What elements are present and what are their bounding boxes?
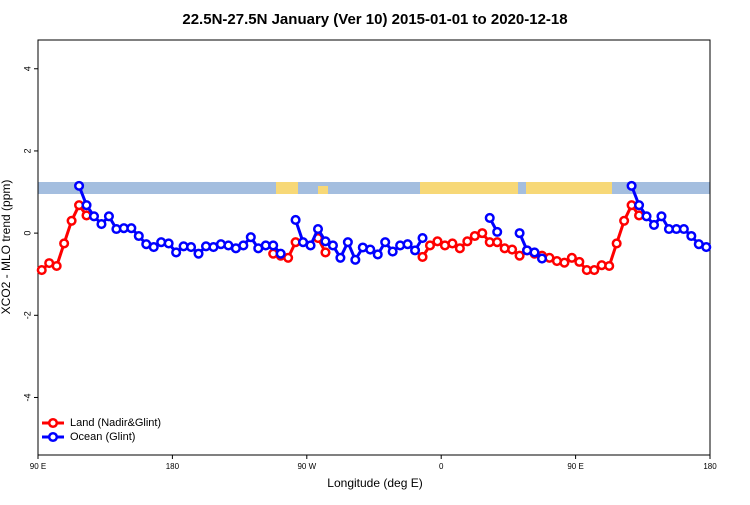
point [410, 245, 421, 256]
point [66, 215, 77, 226]
y-tick-label: -2 [22, 311, 32, 319]
point [163, 238, 174, 249]
x-tick-label: 180 [166, 462, 180, 471]
point [417, 232, 428, 244]
point [619, 215, 630, 226]
point [327, 240, 338, 251]
point [514, 250, 525, 261]
point [432, 236, 443, 247]
point [417, 251, 428, 263]
point [320, 247, 331, 258]
x-tick-label: 90 W [297, 462, 316, 471]
point [634, 200, 645, 211]
point [320, 236, 331, 247]
chart-title: 22.5N-27.5N January (Ver 10) 2015-01-01 … [182, 11, 567, 28]
point [574, 256, 585, 267]
point [477, 228, 488, 239]
point [402, 239, 413, 250]
point [589, 265, 600, 276]
point [51, 260, 62, 272]
y-tick-label: 4 [22, 66, 32, 71]
legend-marker [47, 417, 59, 429]
point [611, 238, 622, 249]
point [126, 223, 137, 234]
y-tick-label: 0 [22, 231, 32, 236]
point [312, 223, 324, 235]
point [492, 226, 503, 237]
point [536, 253, 548, 264]
point [36, 265, 47, 276]
point [342, 237, 353, 248]
point [283, 252, 294, 263]
point [566, 252, 577, 263]
x-tick-label: 90 E [30, 462, 46, 471]
point [507, 244, 518, 255]
point [686, 230, 697, 242]
point [641, 211, 652, 222]
point [387, 246, 398, 257]
point [484, 212, 495, 223]
point [514, 228, 525, 239]
point [529, 247, 540, 258]
point [559, 257, 570, 268]
point [701, 242, 712, 253]
point [171, 247, 182, 258]
map-strip [38, 182, 710, 194]
point [59, 238, 70, 249]
point [275, 248, 286, 259]
x-tick-label: 180 [703, 462, 717, 471]
point [305, 240, 316, 251]
point [372, 249, 383, 260]
point [626, 180, 637, 191]
point [133, 230, 144, 242]
point [648, 219, 660, 230]
point [492, 237, 503, 248]
point [186, 242, 197, 253]
point [103, 211, 114, 222]
point [268, 240, 279, 251]
y-tick-label: -4 [22, 393, 32, 401]
point [350, 254, 361, 265]
point [335, 252, 346, 263]
legend-label: Ocean (Glint) [70, 431, 135, 443]
y-axis-label: XCO2 - MLO trend (ppm) [0, 180, 13, 315]
point [604, 260, 615, 272]
point [424, 240, 436, 251]
point [148, 242, 159, 253]
legend-label: Land (Nadir&Glint) [70, 417, 161, 429]
point [81, 200, 92, 211]
y-tick-label: 2 [22, 148, 32, 153]
point [193, 248, 204, 259]
point [380, 237, 391, 248]
point [74, 180, 85, 191]
point [245, 232, 256, 243]
legend-marker [47, 431, 59, 443]
x-axis-label: Longitude (deg E) [327, 476, 422, 490]
point [365, 244, 376, 255]
x-tick-label: 0 [439, 462, 444, 471]
point [238, 240, 249, 251]
point [290, 214, 301, 226]
x-tick-label: 90 E [567, 462, 583, 471]
point [88, 211, 100, 222]
point [447, 238, 458, 249]
point [96, 219, 107, 230]
point [454, 243, 465, 254]
point [656, 211, 667, 222]
point [678, 223, 689, 235]
point [462, 236, 473, 247]
